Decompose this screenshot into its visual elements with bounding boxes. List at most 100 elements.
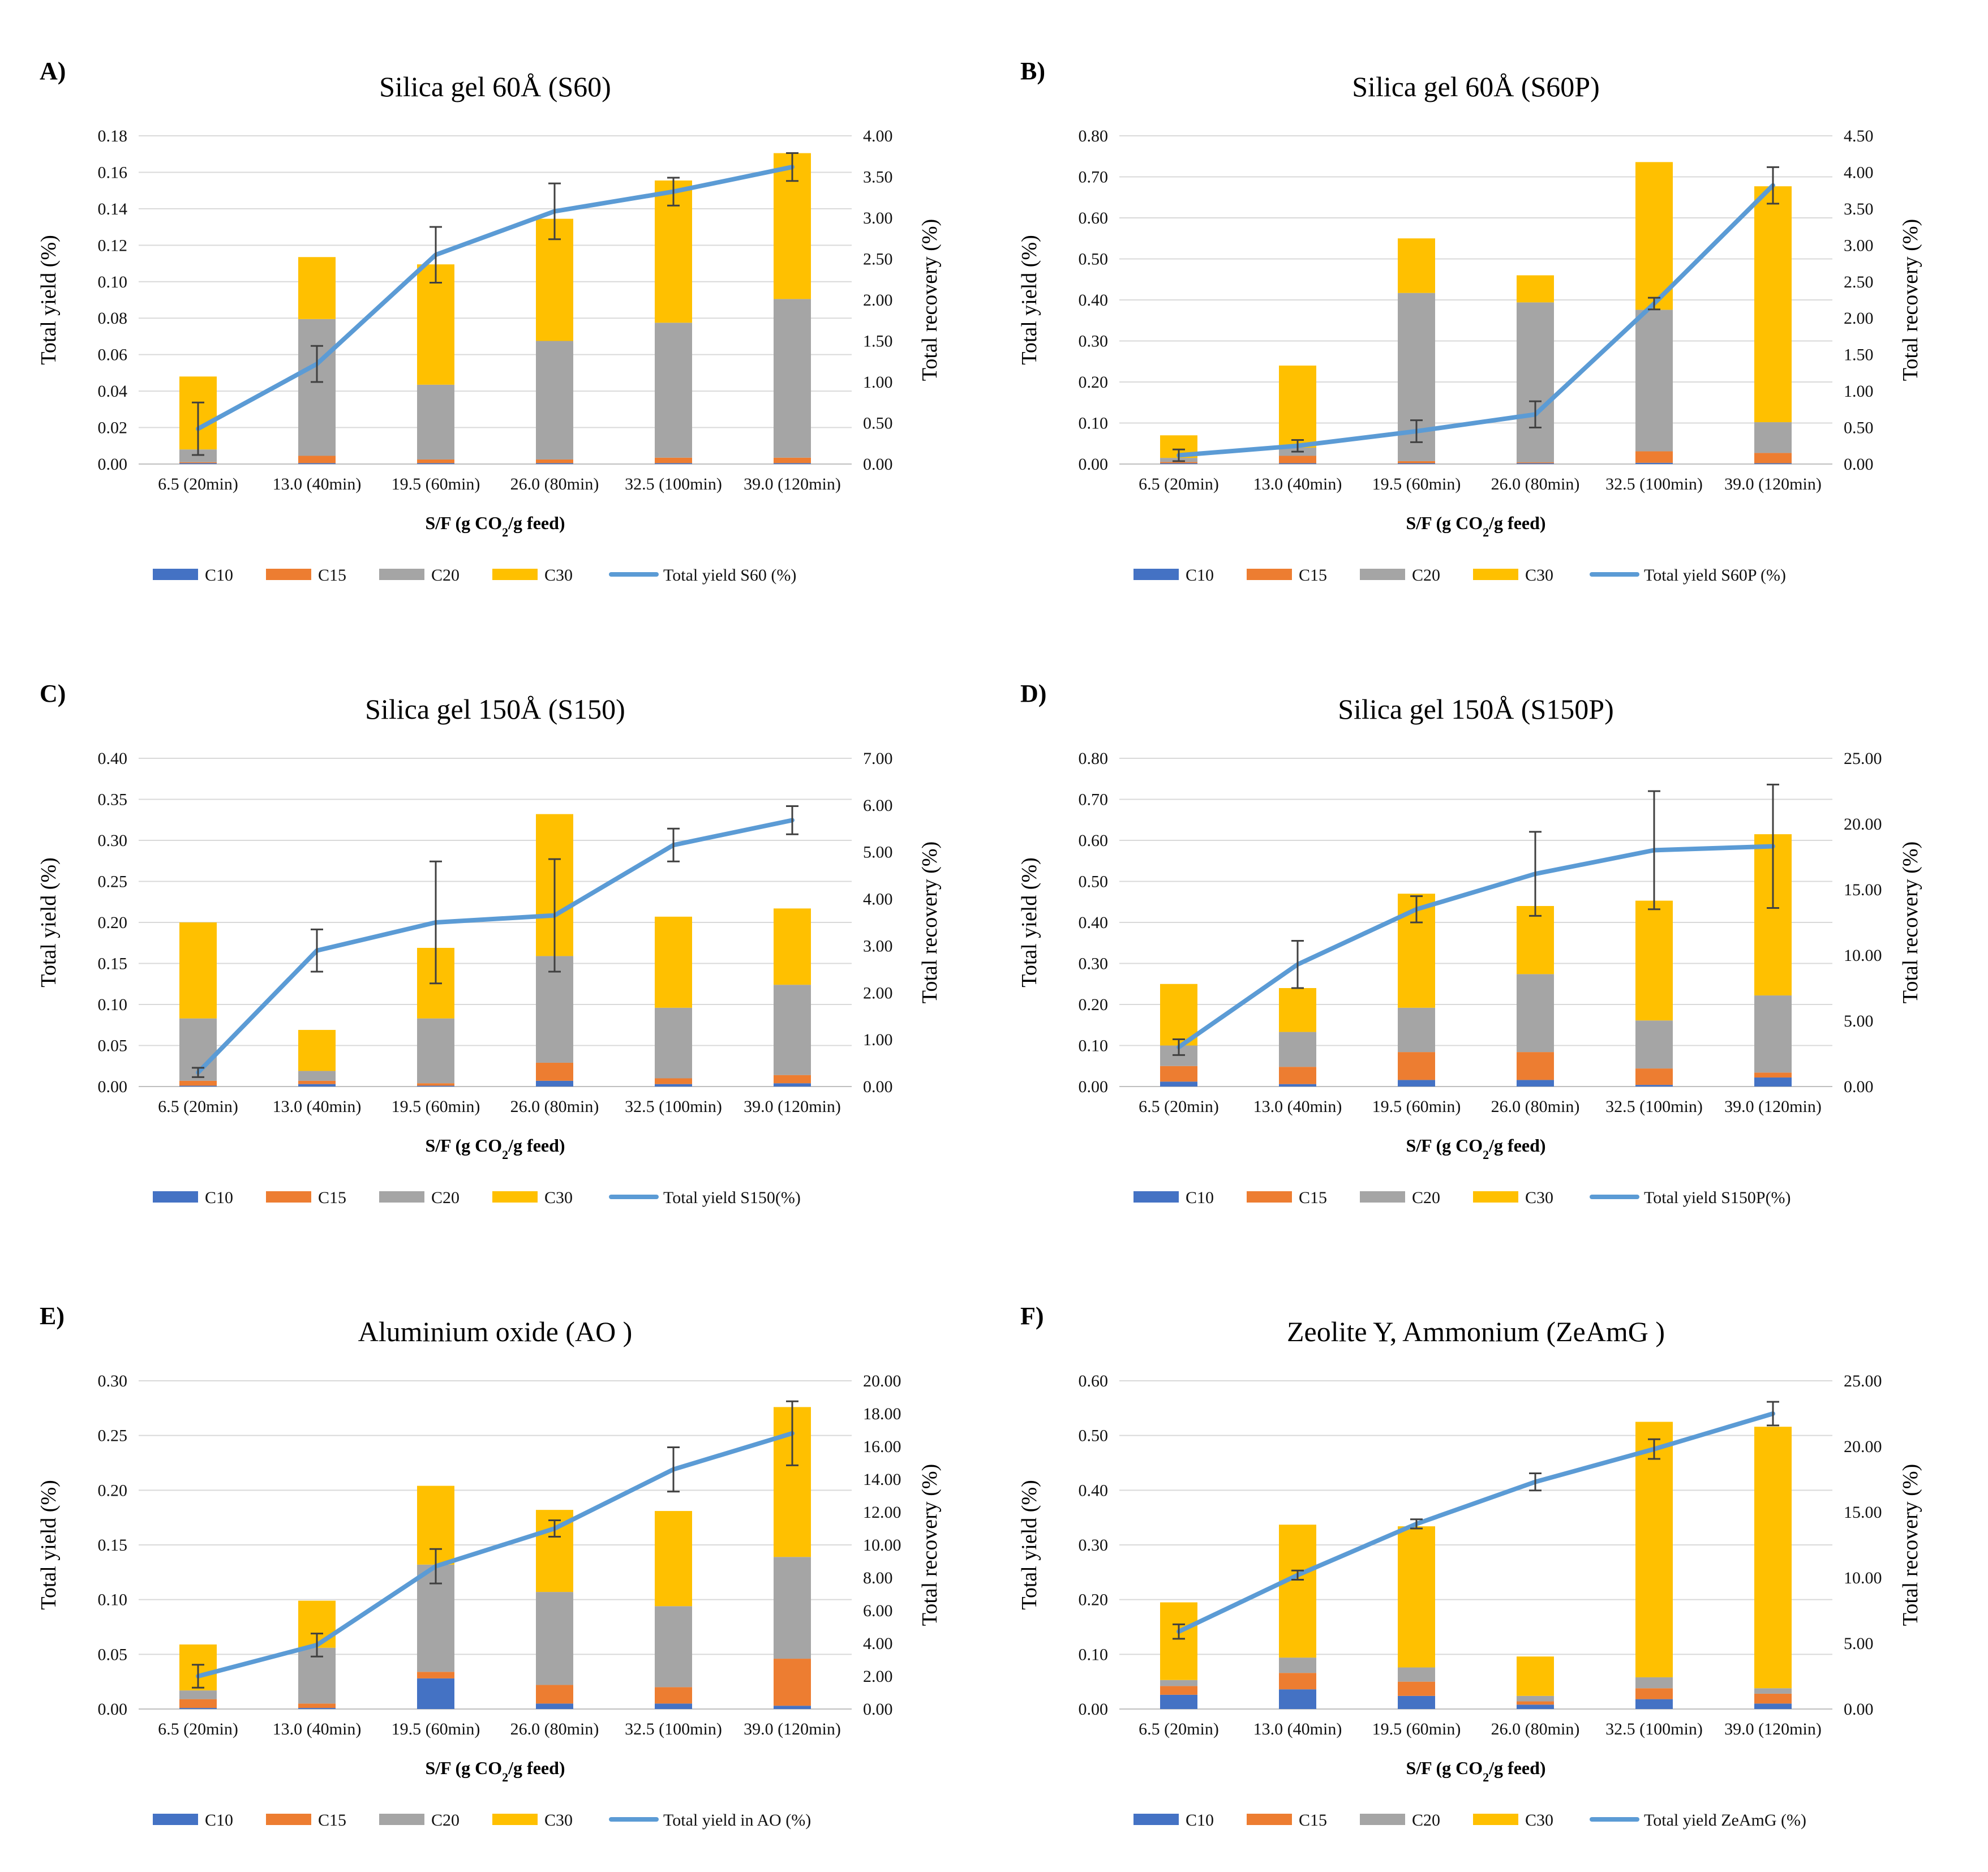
x-tick-label: 39.0 (120min)	[1724, 475, 1822, 493]
error-bar	[1291, 939, 1304, 989]
x-tick-label: 32.5 (100min)	[1605, 1720, 1703, 1738]
legend-swatch-c10	[1133, 1814, 1179, 1825]
bar-c10	[1517, 463, 1554, 464]
legend-label-c10: C10	[1186, 566, 1214, 585]
error-bar	[548, 182, 561, 241]
y-tick-label: 0.20	[98, 913, 128, 932]
error-bar	[1767, 1401, 1779, 1427]
bar-c20	[1160, 1680, 1197, 1686]
x-tick-label: 13.0 (40min)	[1253, 1720, 1342, 1738]
bar-c10	[1517, 1080, 1554, 1087]
chart-svg: B) Silica gel 60Å (S60P) 0.00 0.10 0.20 0.30 0…	[1017, 57, 1922, 585]
bar-c30	[1160, 1602, 1197, 1680]
y-axis-label: Total yield (%)	[37, 235, 61, 364]
y2-tick-label: 2.00	[1844, 309, 1874, 328]
bar-c20	[1635, 310, 1673, 452]
x-axis-label: S/F (g CO2/g feed)	[1406, 513, 1545, 539]
y-tick-label: 0.20	[1079, 1591, 1109, 1609]
y-tick-label: 0.30	[1079, 1536, 1109, 1555]
x-tick-label: 26.0 (80min)	[1491, 1097, 1580, 1116]
bar-c30	[1635, 1422, 1673, 1677]
legend-label-c20: C20	[431, 1811, 460, 1830]
bar-c15	[1279, 1067, 1316, 1084]
legend-label-line: Total yield S150(%)	[663, 1188, 801, 1207]
bar-c20	[774, 299, 811, 458]
chart-title: Zeolite Y, Ammonium (ZeAmG )	[1287, 1316, 1665, 1347]
panel-a: A) Silica gel 60Å (S60) 0.00 0.02 0.04 0.06 0.…	[23, 11, 1007, 622]
x-tick-label: 32.5 (100min)	[625, 475, 722, 493]
bar-c15	[1754, 1693, 1792, 1704]
y-tick-label: 0.12	[98, 236, 128, 255]
y-tick-label: 0.70	[1079, 168, 1109, 187]
x-axis-label-prefix: S/F (g CO	[425, 513, 502, 533]
y2-tick-label: 1.00	[863, 373, 893, 392]
x-axis-label-sub: 2	[502, 1148, 508, 1162]
bar-c15	[1517, 462, 1554, 463]
legend-swatch-c15	[1247, 569, 1292, 580]
error-bar	[667, 827, 680, 862]
x-axis-label: S/F (g CO2/g feed)	[1406, 1758, 1545, 1784]
y2-tick-label: 6.00	[863, 796, 893, 815]
bar-c10	[417, 1085, 454, 1087]
legend-label-c30: C30	[544, 566, 573, 585]
error-bar	[1410, 419, 1423, 443]
bar-c15	[774, 1075, 811, 1084]
legend: C10 C15 C20 C30 Total yield ZeAmG (%)	[1133, 1811, 1806, 1830]
legend-label-c15: C15	[1299, 1188, 1327, 1207]
y-tick-label: 0.25	[98, 873, 128, 891]
panel-e: E) Aluminium oxide (AO ) 0.00 0.05 0.10 0.15 0…	[23, 1256, 1007, 1867]
x-axis-label: S/F (g CO2/g feed)	[425, 513, 565, 539]
y2-tick-label: 14.00	[863, 1470, 901, 1489]
bar-c15	[298, 456, 336, 463]
bar-c30	[1517, 275, 1554, 303]
legend: C10 C15 C20 C30 Total yield S60 (%)	[153, 566, 796, 585]
bar-c20	[536, 956, 573, 1063]
x-tick-label: 6.5 (20min)	[1139, 1720, 1219, 1738]
bar-c10	[655, 1703, 692, 1709]
bar-c30	[298, 1029, 336, 1071]
error-bar	[311, 928, 323, 973]
x-axis-label-sub: 2	[1483, 1148, 1489, 1162]
bar-c10	[1754, 463, 1792, 464]
bar-c15	[536, 459, 573, 463]
x-axis-label-sub: 2	[1483, 1770, 1489, 1784]
bar-c10	[655, 1084, 692, 1087]
legend-label-c10: C10	[205, 1811, 233, 1830]
y2-tick-label: 1.00	[1844, 382, 1874, 401]
y2-tick-label: 3.00	[863, 937, 893, 955]
legend-label-line: Total yield S60P (%)	[1644, 566, 1786, 585]
bar-c10	[179, 463, 217, 464]
error-bar	[786, 805, 798, 835]
error-bar	[1529, 400, 1542, 429]
y-tick-label: 0.35	[98, 791, 128, 809]
bar-c30	[1517, 1656, 1554, 1696]
bar-c10	[1398, 1080, 1435, 1087]
bar-c15	[655, 1687, 692, 1704]
y-tick-label: 0.80	[1079, 749, 1109, 768]
legend-label-c30: C30	[1525, 1811, 1553, 1830]
bar-c15	[179, 1080, 217, 1086]
x-tick-label: 19.5 (60min)	[1372, 1720, 1461, 1738]
y2-tick-label: 0.00	[1844, 1700, 1874, 1719]
y2-tick-label: 2.50	[1844, 273, 1874, 291]
y-tick-label: 0.00	[1079, 455, 1109, 474]
y2-tick-label: 6.00	[863, 1601, 893, 1620]
bar-c15	[298, 1080, 336, 1084]
bar-c10	[298, 1084, 336, 1087]
x-tick-label: 26.0 (80min)	[1491, 1720, 1580, 1738]
legend-label-c20: C20	[1412, 566, 1440, 585]
y2-tick-label: 4.50	[1844, 127, 1874, 145]
legend-swatch-c30	[492, 1191, 538, 1203]
y2-tick-label: 15.00	[1844, 1503, 1882, 1522]
x-tick-label: 39.0 (120min)	[1724, 1097, 1822, 1116]
y-axis-label: Total yield (%)	[37, 857, 61, 987]
error-bar	[192, 1067, 204, 1078]
legend-swatch-c30	[1473, 1814, 1518, 1825]
legend-swatch-c15	[266, 569, 311, 580]
bar-c10	[1754, 1703, 1792, 1709]
y-tick-label: 0.00	[98, 455, 128, 474]
bar-c10	[1279, 1689, 1316, 1709]
y2-axis-label: Total recovery (%)	[918, 841, 942, 1003]
legend-label-c20: C20	[1412, 1188, 1440, 1207]
y2-axis-label: Total recovery (%)	[1899, 841, 1922, 1003]
